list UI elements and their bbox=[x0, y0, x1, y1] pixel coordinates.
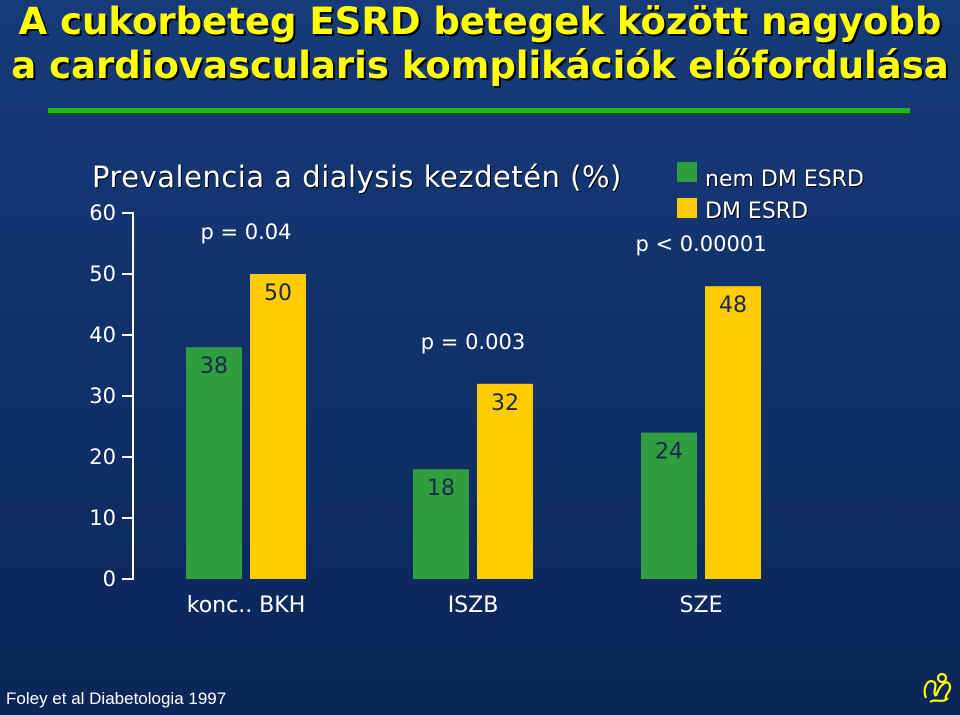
p-value-label: p = 0.04 bbox=[200, 220, 291, 244]
p-value-label: p < 0.00001 bbox=[635, 232, 766, 256]
legend-label-dm: DM ESRD bbox=[705, 199, 809, 224]
y-tick-label: 40 bbox=[89, 323, 116, 347]
p-value-label: p = 0.003 bbox=[421, 330, 525, 354]
bar bbox=[705, 286, 761, 579]
bar bbox=[641, 432, 697, 579]
legend-label-nem-dm: nem DM ESRD bbox=[705, 167, 864, 192]
category-label: ISZB bbox=[448, 593, 499, 618]
slide-title-line-2: a cardiovascularis komplikációk előfordu… bbox=[11, 44, 949, 87]
bar-value-label: 18 bbox=[427, 476, 455, 501]
category-label: konc.. BKH bbox=[187, 593, 306, 618]
bar-value-label: 24 bbox=[655, 440, 683, 465]
bar-value-label: 32 bbox=[491, 391, 519, 416]
y-tick-label: 60 bbox=[89, 201, 116, 225]
bar bbox=[413, 469, 469, 579]
reference-citation: Foley et al Diabetologia 1997 bbox=[6, 689, 227, 708]
y-tick-label: 50 bbox=[89, 262, 116, 286]
y-tick-label: 10 bbox=[89, 506, 116, 530]
bar bbox=[477, 383, 533, 579]
title-underline bbox=[48, 108, 910, 113]
logo-icon bbox=[923, 672, 952, 703]
bar bbox=[250, 274, 306, 579]
y-tick-label: 0 bbox=[103, 567, 116, 591]
bar-value-label: 48 bbox=[719, 293, 747, 318]
y-tick-label: 30 bbox=[89, 384, 116, 408]
bar-value-label: 50 bbox=[264, 281, 292, 306]
bar bbox=[186, 347, 242, 579]
category-label: SZE bbox=[680, 593, 723, 618]
y-tick-label: 20 bbox=[89, 445, 116, 469]
slide-title-line-1: A cukorbeteg ESRD betegek között nagyobb bbox=[18, 0, 942, 43]
legend-swatch-nem-dm bbox=[677, 162, 697, 182]
chart-title: Prevalencia a dialysis kezdetén (%) bbox=[92, 160, 622, 194]
bar-value-label: 38 bbox=[200, 354, 228, 379]
legend-swatch-dm bbox=[677, 198, 697, 218]
